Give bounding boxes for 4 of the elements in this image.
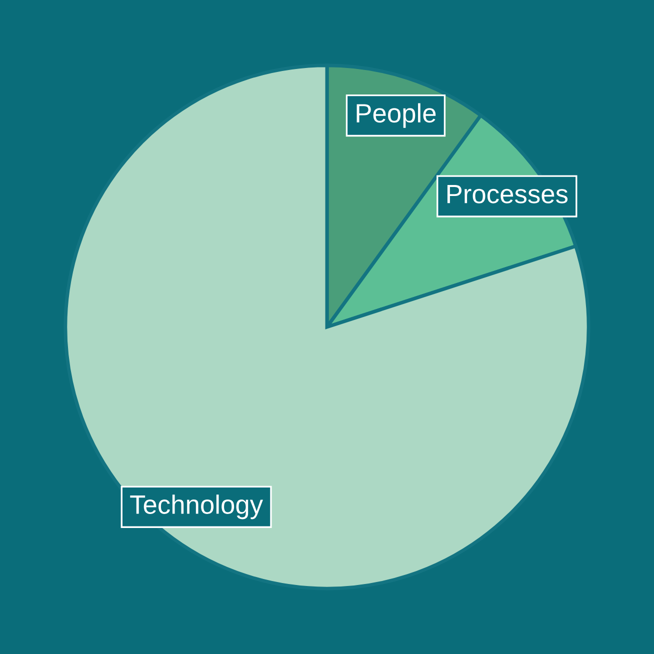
slice-label: Processes: [447, 184, 568, 204]
slice-label: People: [356, 103, 436, 128]
pie-slice: [64, 64, 590, 590]
slice-label: Technology: [130, 494, 263, 520]
